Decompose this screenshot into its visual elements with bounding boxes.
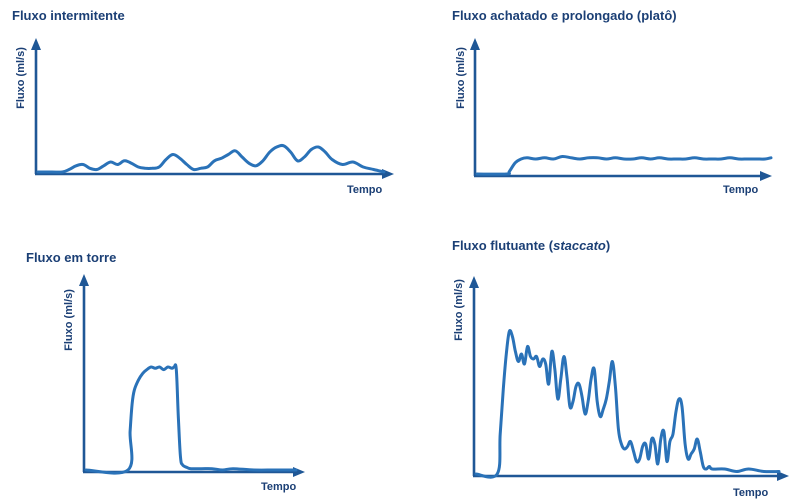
panel-tower-flow: Fluxo em torre Fluxo (ml/s) Tempo: [26, 250, 305, 493]
y-axis-arrow-icon: [31, 38, 41, 50]
series-line: [475, 154, 773, 176]
series-line: [36, 143, 386, 174]
panel-plateau-flow: Fluxo achatado e prolongado (platô) Flux…: [452, 8, 773, 196]
x-axis-arrow-icon: [760, 171, 772, 181]
panel-title-italic: staccato: [553, 238, 606, 253]
x-axis-label: Tempo: [723, 184, 759, 196]
y-axis-arrow-icon: [470, 38, 480, 50]
series-line: [84, 363, 298, 475]
x-axis-label: Tempo: [733, 487, 769, 499]
panel-fluctuating-flow: Fluxo flutuante (staccato) Fluxo (ml/s) …: [452, 238, 789, 499]
panel-title: Fluxo achatado e prolongado (platô): [452, 8, 677, 23]
series-line: [474, 328, 781, 479]
y-axis-label: Fluxo (ml/s): [453, 279, 465, 341]
panel-title: Fluxo flutuante (staccato): [452, 238, 610, 253]
panel-title: Fluxo em torre: [26, 250, 116, 265]
y-axis-label: Fluxo (ml/s): [455, 47, 467, 109]
y-axis-label: Fluxo (ml/s): [63, 289, 75, 351]
y-axis-arrow-icon: [469, 276, 479, 288]
y-axis-arrow-icon: [79, 274, 89, 286]
panel-title-suffix: ): [606, 238, 610, 253]
x-axis-arrow-icon: [777, 471, 789, 481]
x-axis-label: Tempo: [261, 481, 297, 493]
panel-title: Fluxo intermitente: [12, 8, 125, 23]
panel-intermittent-flow: Fluxo intermitente Fluxo (ml/s) Tempo: [12, 8, 394, 196]
x-axis-label: Tempo: [347, 184, 383, 196]
panel-title-main: Fluxo flutuante (: [452, 238, 554, 253]
y-axis-label: Fluxo (ml/s): [15, 47, 27, 109]
